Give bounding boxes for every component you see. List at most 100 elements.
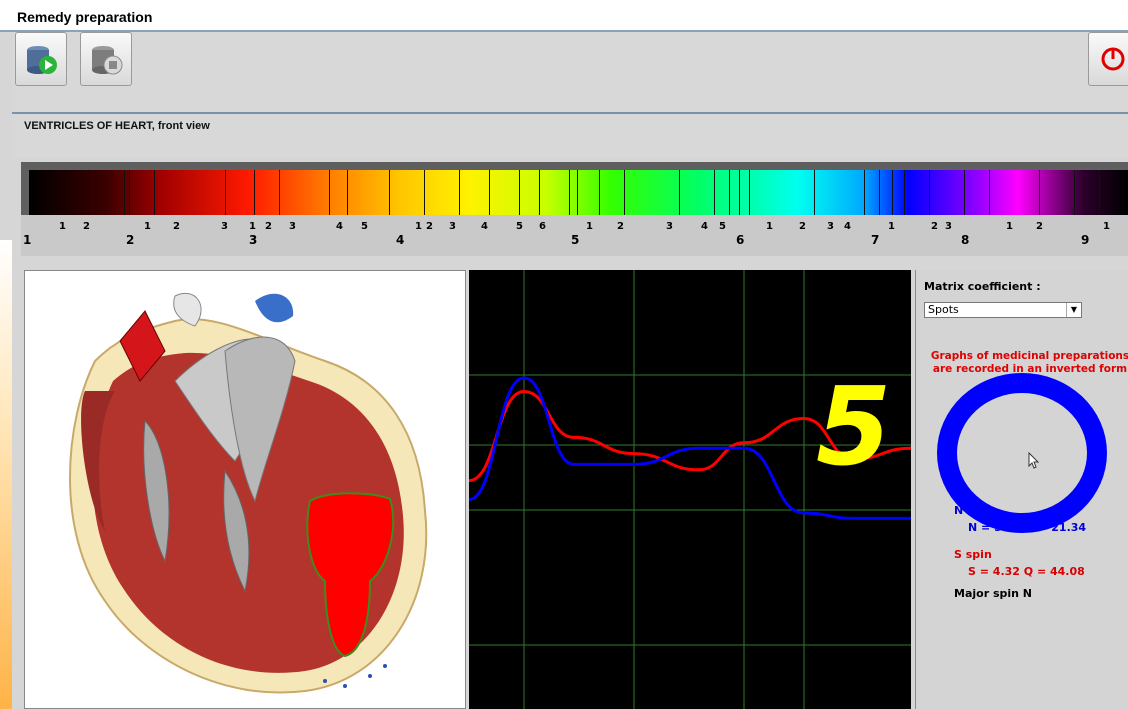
- spectrum-tick: [814, 170, 815, 215]
- spectrum-tick: [129, 170, 130, 215]
- spectrum-tick: [929, 170, 930, 215]
- window-edge: [0, 240, 12, 709]
- mouse-cursor-icon: [1028, 452, 1040, 469]
- spectrum-minor-label: 3: [449, 221, 456, 232]
- spectrum-minor-label: 5: [516, 221, 523, 232]
- annotation-number: 5: [816, 365, 892, 490]
- spectrum-bar: [29, 170, 1128, 215]
- spectrum-minor-label: 1: [415, 221, 422, 232]
- matrix-coefficient-label: Matrix coefficient :: [924, 280, 1041, 293]
- heart-illustration: [69, 292, 428, 694]
- spectrum-tick: [679, 170, 680, 215]
- spectrum-minor-label: 2: [617, 221, 624, 232]
- spectrum-minor-label: 3: [221, 221, 228, 232]
- spectrum-minor-label: 2: [799, 221, 806, 232]
- spectrum-major-label: 9: [1081, 233, 1090, 247]
- spectrum-tick: [964, 170, 965, 215]
- spectrum-tick: [1074, 170, 1075, 215]
- spectrum-minor-label: 1: [144, 221, 151, 232]
- spectrum-major-label: 5: [571, 233, 580, 247]
- spectrum-major-label: 3: [249, 233, 258, 247]
- spectrum-tick: [254, 170, 255, 215]
- spectrum-minor-label: 5: [719, 221, 726, 232]
- spectrum-minor-label: 1: [766, 221, 773, 232]
- title-bar: Remedy preparation: [0, 0, 1128, 32]
- spectrum-tick: [879, 170, 880, 215]
- spectrum-tick: [892, 170, 893, 215]
- annotation-circle: [937, 373, 1107, 533]
- spectrum-major-label: 4: [396, 233, 405, 247]
- start-button[interactable]: [15, 32, 67, 86]
- spectrum-minor-label: 4: [844, 221, 851, 232]
- spectrum-minor-label: 2: [931, 221, 938, 232]
- spectrum-tick: [91, 170, 92, 215]
- spectrum-tick: [489, 170, 490, 215]
- series-line-0: [469, 389, 911, 483]
- spectrum-minor-label: 2: [1036, 221, 1043, 232]
- spectrum-tick: [904, 170, 905, 215]
- spectrum-minor-label: 3: [945, 221, 952, 232]
- organ-image-panel: [24, 270, 466, 709]
- spectrum-minor-label: 3: [827, 221, 834, 232]
- spectrum-tick: [539, 170, 540, 215]
- spectrum-tick: [519, 170, 520, 215]
- series-line-1: [469, 376, 911, 520]
- exit-button[interactable]: [1088, 32, 1128, 86]
- spectrum-minor-label: 1: [249, 221, 256, 232]
- stop-button[interactable]: [80, 32, 132, 86]
- spectrum-minor-label: 3: [289, 221, 296, 232]
- spectrum-tick: [347, 170, 348, 215]
- spectrum-minor-label: 4: [701, 221, 708, 232]
- spectrum-major-label: 6: [736, 233, 745, 247]
- organ-title: VENTRICLES OF HEART, front view: [24, 120, 210, 132]
- power-icon: [1101, 47, 1125, 71]
- spectrum-tick: [749, 170, 750, 215]
- spectrum-tick: [624, 170, 625, 215]
- spectrum-minor-label: 2: [426, 221, 433, 232]
- spectrum-tick: [329, 170, 330, 215]
- spectrum-tick: [729, 170, 730, 215]
- spectrum-tick: [279, 170, 280, 215]
- spectrum-minor-label: 4: [481, 221, 488, 232]
- spectrum-tick: [225, 170, 226, 215]
- major-spin: Major spin N: [954, 587, 1033, 600]
- inverted-form-note: Graphs of medicinal preparations are rec…: [930, 350, 1128, 376]
- spin-graph: [469, 270, 911, 709]
- spectrum-tick: [739, 170, 740, 215]
- spectrum-tick: [154, 170, 155, 215]
- spectrum-minor-label: 4: [336, 221, 343, 232]
- spectrum-tick: [459, 170, 460, 215]
- spectrum-minor-label: 1: [1103, 221, 1110, 232]
- spin-graph-plot: [469, 270, 911, 709]
- spectrum-major-label: 1: [23, 233, 32, 247]
- window-title: Remedy preparation: [17, 9, 153, 25]
- spectrum-tick: [989, 170, 990, 215]
- toolbar: [12, 32, 1128, 114]
- spectrum-minor-label: 6: [539, 221, 546, 232]
- matrix-coefficient-select[interactable]: Spots ▼: [924, 302, 1082, 318]
- note-line-1: Graphs of medicinal preparations: [930, 350, 1128, 362]
- spectrum-tick: [714, 170, 715, 215]
- spectrum-minor-label: 2: [83, 221, 90, 232]
- spectrum-minor-label: 1: [59, 221, 66, 232]
- disk-stop-icon: [92, 46, 123, 75]
- spectrum-tick: [864, 170, 865, 215]
- s-spin-label: S spin: [954, 548, 992, 561]
- spectrum-minor-label: 1: [1006, 221, 1013, 232]
- spectrum-tick: [599, 170, 600, 215]
- chevron-down-icon[interactable]: ▼: [1066, 303, 1081, 317]
- spectrum-minor-label: 5: [361, 221, 368, 232]
- note-line-2: are recorded in an inverted form: [932, 363, 1128, 375]
- spectrum-major-label: 8: [961, 233, 970, 247]
- spectrum-minor-label: 1: [586, 221, 593, 232]
- spectrum-tick: [1099, 170, 1100, 215]
- spectrum-minor-label: 2: [173, 221, 180, 232]
- spectrum-tick: [124, 170, 125, 215]
- spectrum-tick: [569, 170, 570, 215]
- spectrum-major-label: 7: [871, 233, 880, 247]
- spectrum-tick: [577, 170, 578, 215]
- spectrum-minor-label: 2: [265, 221, 272, 232]
- spectrum-tick: [389, 170, 390, 215]
